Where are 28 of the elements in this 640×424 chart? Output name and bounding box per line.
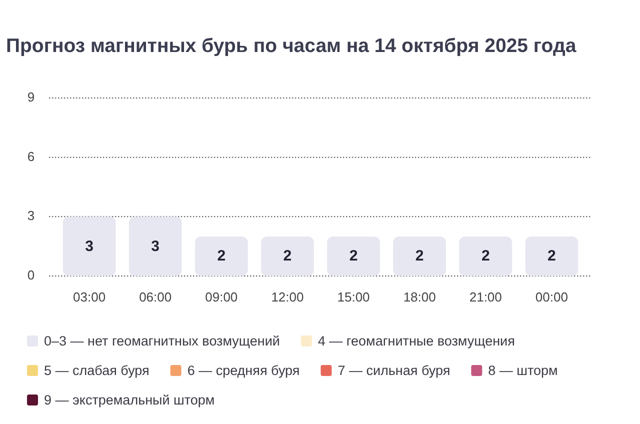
- x-tick-label: 21:00: [469, 290, 502, 304]
- x-tick-label: 12:00: [271, 290, 304, 304]
- x-tick-label: 09:00: [205, 290, 238, 304]
- y-tick-label: 9: [27, 90, 35, 104]
- legend-label: 9 — экстремальный шторм: [44, 392, 215, 408]
- x-tick-label: 15:00: [337, 290, 370, 304]
- data-label: 2: [415, 248, 424, 265]
- legend-label: 4 — геомагнитные возмущения: [318, 334, 515, 348]
- data-label: 3: [85, 238, 94, 255]
- legend-label: 8 — шторм: [488, 363, 558, 378]
- legend-label: 5 — слабая буря: [44, 363, 150, 378]
- data-label: 2: [217, 248, 226, 265]
- y-tick-label: 0: [27, 268, 35, 282]
- legend-label: 7 — сильная буря: [338, 363, 450, 378]
- x-tick-label: 03:00: [73, 290, 106, 304]
- data-label: 3: [151, 238, 160, 255]
- x-tick-label: 06:00: [139, 290, 172, 304]
- data-label: 2: [283, 248, 292, 265]
- x-tick-label: 00:00: [535, 290, 568, 304]
- data-label: 2: [548, 248, 556, 265]
- x-tick-label: 18:00: [403, 290, 436, 304]
- data-label: 2: [481, 248, 490, 265]
- legend-label: 0–3 — нет геомагнитных возмущений: [44, 334, 280, 348]
- chart-title: Прогноз магнитных бурь по часам на 14 октября 2025 года: [6, 35, 576, 57]
- y-tick-label: 6: [27, 148, 35, 164]
- legend-label: 6 — средняя буря: [187, 363, 300, 378]
- y-tick-label: 3: [27, 208, 35, 224]
- data-label: 2: [349, 248, 358, 265]
